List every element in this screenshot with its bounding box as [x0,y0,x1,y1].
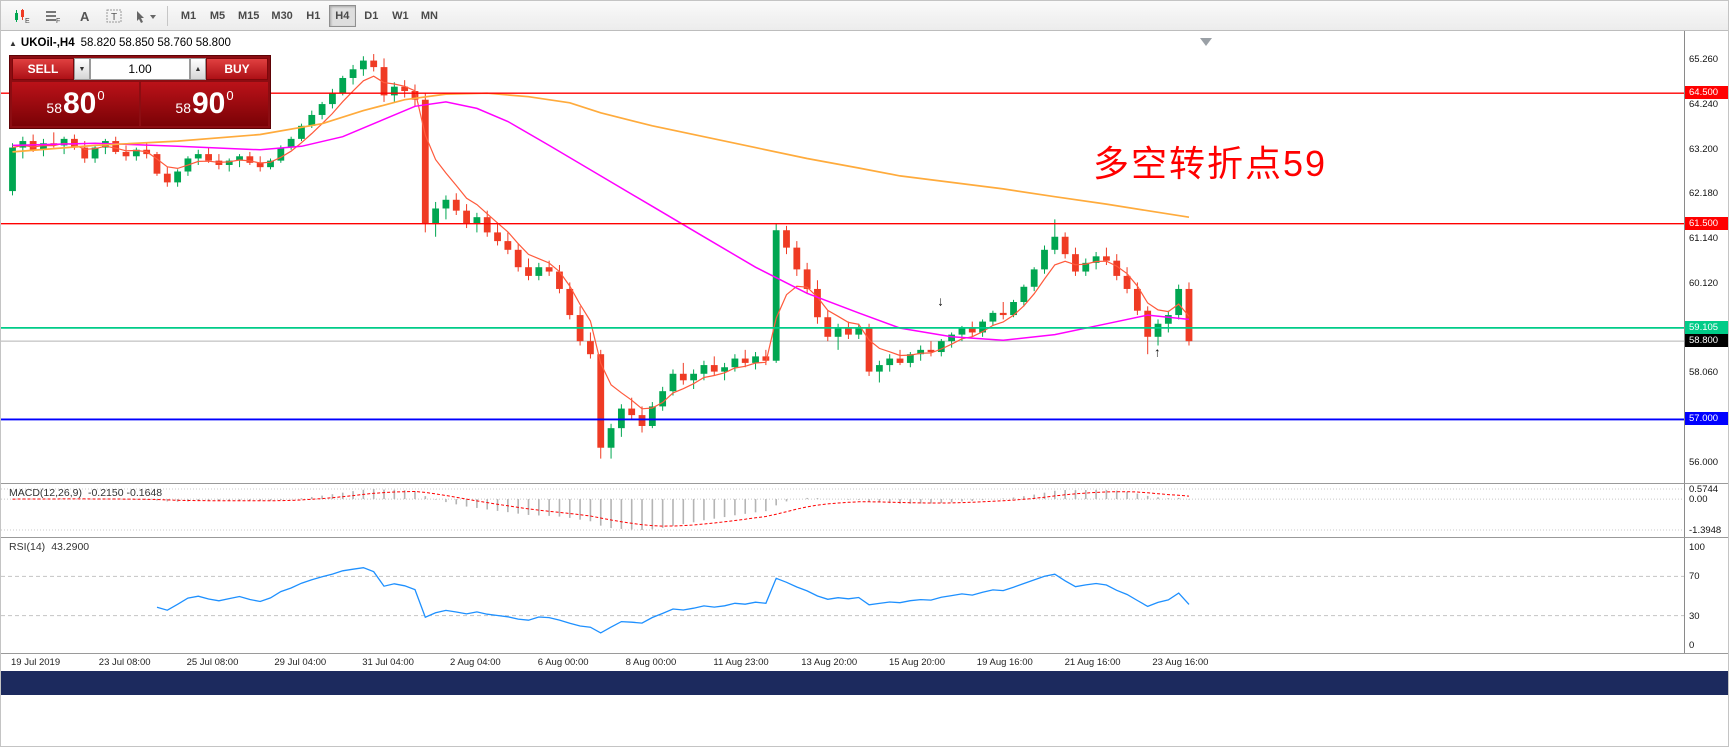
sell-price-sup: 0 [97,88,105,103]
macd-axis-label: 0.5744 [1689,484,1719,495]
hlines-layer [1,92,1684,421]
chart-profile-icon[interactable]: F [38,3,67,29]
candles-layer [9,54,1193,459]
price-axis-label: 60.120 [1689,277,1719,289]
timeframe-m5[interactable]: M5 [204,5,231,27]
macd-axis: 0.5744 0.00 -1.3948 [1684,484,1728,537]
text-annotation-icon[interactable]: A [69,3,98,29]
price-line-tag: 57.000 [1685,412,1728,426]
price-axis-label: 58.060 [1689,367,1719,379]
macd-canvas[interactable] [1,484,1684,537]
time-axis-label: 19 Aug 16:00 [976,657,1033,668]
timeframe-d1[interactable]: D1 [358,5,385,27]
rsi-axis-label: 100 [1689,542,1705,553]
time-axis-label: 11 Aug 23:00 [713,657,769,668]
sell-price-display[interactable]: 58 80 0 [12,82,139,126]
arrow-tool-icon[interactable] [131,3,160,29]
timeframe-h4[interactable]: H4 [328,4,356,27]
time-axis-label: 15 Aug 20:00 [889,657,945,668]
time-axis-label: 29 Jul 04:00 [274,657,327,668]
bottom-taskbar [1,671,1728,695]
buy-button[interactable]: BUY [206,58,268,80]
time-axis-label: 8 Aug 00:00 [625,657,677,668]
ohlc-values: 58.820 58.850 58.760 58.800 [80,37,231,49]
svg-text:A: A [80,9,90,24]
time-axis-label: 2 Aug 04:00 [450,657,501,668]
svg-text:E: E [25,18,30,24]
one-click-collapse-arrow[interactable]: ▲ [9,39,17,48]
buy-price-big: 90 [191,87,226,120]
svg-text:T: T [111,12,117,23]
timeframe-m30[interactable]: M30 [266,5,297,27]
rsi-axis: 100 70 30 0 [1684,538,1728,653]
sell-price-small: 58 [46,100,62,116]
arrow-marker: ↑ [1154,344,1161,359]
rsi-axis-label: 30 [1689,610,1700,622]
time-axis-label: 19 Jul 2019 [11,657,61,668]
timeframe-h1[interactable]: H1 [300,5,327,27]
arrow-marker: ↓ [937,293,944,308]
macd-name: MACD(12,26,9) [9,487,82,499]
time-axis-label: 25 Jul 08:00 [186,657,239,668]
price-axis-label: 62.180 [1689,188,1719,200]
timeframe-w1[interactable]: W1 [387,5,414,27]
toolbar-separator [167,5,168,26]
rsi-axis-label: 0 [1689,640,1695,651]
sell-price-big: 80 [62,87,97,120]
symbol-label: UKOil-,H4 [20,37,75,49]
chart-shift-marker [1200,38,1212,46]
price-axis-label: 65.260 [1689,54,1719,66]
time-axis-label: 31 Jul 04:00 [362,657,414,668]
rsi-value: 43.2900 [51,541,90,553]
volume-increase-button[interactable]: ▲ [190,58,206,80]
price-axis: 65.260 64.240 63.200 62.180 61.140 60.120 58.0… [1684,31,1728,483]
time-axis-label: 23 Jul 08:00 [98,657,151,668]
main-chart-panel: ↓ ↑ ▲ UKOil-,H4 58.820 58.850 58.760 58.800… [1,31,1728,483]
moving-averages-layer [12,75,1190,410]
price-line-tag: 59.105 [1685,320,1728,334]
macd-axis-label: -1.3948 [1689,525,1722,536]
chart-expert-icon[interactable]: E [7,3,36,29]
one-click-trading-panel: SELL ▼ ▲ BUY 58 80 0 58 90 0 [9,55,271,129]
chinese-annotation: 多空转折点59 [1093,143,1328,184]
rsi-label: RSI(14) 43.2900 [9,541,89,553]
price-line-tag: 58.800 [1685,334,1728,348]
volume-decrease-button[interactable]: ▼ [74,58,90,80]
rsi-name: RSI(14) [9,541,46,553]
rsi-panel: RSI(14) 43.2900 100 70 30 0 [1,537,1728,653]
main-chart-canvas[interactable]: ↓↑ [1,31,1684,483]
time-axis-label: 23 Aug 16:00 [1152,657,1209,668]
macd-histogram [22,489,1190,530]
time-axis-label: 6 Aug 00:00 [537,657,589,668]
text-label-icon[interactable]: T [100,3,129,29]
timeframe-mn[interactable]: MN [416,5,443,27]
price-axis-label: 56.000 [1689,456,1719,468]
macd-axis-label: 0.00 [1689,494,1708,506]
chart-symbol-header: ▲ UKOil-,H4 58.820 58.850 58.760 58.800 [9,37,231,49]
volume-input[interactable] [90,58,190,80]
timeframe-m15[interactable]: M15 [233,5,264,27]
buy-price-display[interactable]: 58 90 0 [141,82,268,126]
macd-panel: MACD(12,26,9) -0.2150 -0.1648 0.5744 0.00 -… [1,483,1728,537]
sell-button[interactable]: SELL [12,58,74,80]
time-axis-label: 21 Aug 16:00 [1064,657,1121,668]
buy-price-sup: 0 [226,88,234,103]
buy-price-small: 58 [175,100,191,116]
timeframe-m1[interactable]: M1 [175,5,202,27]
macd-label: MACD(12,26,9) -0.2150 -0.1648 [9,487,162,499]
rsi-canvas[interactable] [1,538,1684,653]
price-axis-label: 61.140 [1689,233,1719,245]
time-axis-label: 13 Aug 20:00 [801,657,858,668]
svg-text:F: F [56,18,60,24]
price-line-tag: 64.500 [1685,86,1728,100]
toolbar: E F A T M1 M5 M15 M30 H1 H4 D1 W1 MN [1,1,1728,31]
price-axis-label: 63.200 [1689,143,1719,155]
rsi-axis-label: 70 [1689,571,1700,583]
price-line-tag: 61.500 [1685,216,1728,230]
timeframe-group: M1 M5 M15 M30 H1 H4 D1 W1 MN [174,4,444,27]
price-axis-label: 64.240 [1689,98,1719,110]
macd-values: -0.2150 -0.1648 [87,487,163,499]
time-axis: 19 Jul 2019 23 Jul 08:00 25 Jul 08:00 29 Ju… [1,653,1728,671]
